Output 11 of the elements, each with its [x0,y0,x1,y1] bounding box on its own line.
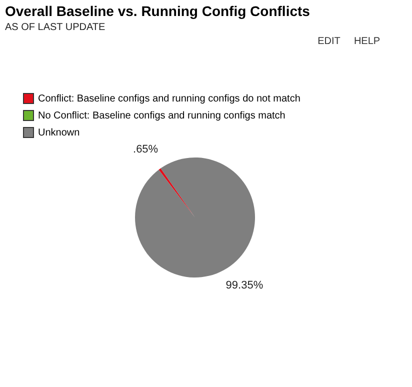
legend-label: Conflict: Baseline configs and running configs do not match [38,94,300,104]
legend-label: No Conflict: Baseline configs and running configs match [38,110,286,122]
legend-label: Unknown [38,128,80,138]
text: HELP [354,36,380,47]
pie-slice [135,158,256,278]
data-label: .65% [133,144,158,156]
pie-slice [158,168,195,218]
text: EDIT [318,36,340,47]
data-label: 99.35% [226,279,264,292]
chart-subtitle: AS OF LAST UPDATE [5,22,106,33]
chart-title: Overall Baseline vs. Running Config Conflicts [5,3,310,19]
